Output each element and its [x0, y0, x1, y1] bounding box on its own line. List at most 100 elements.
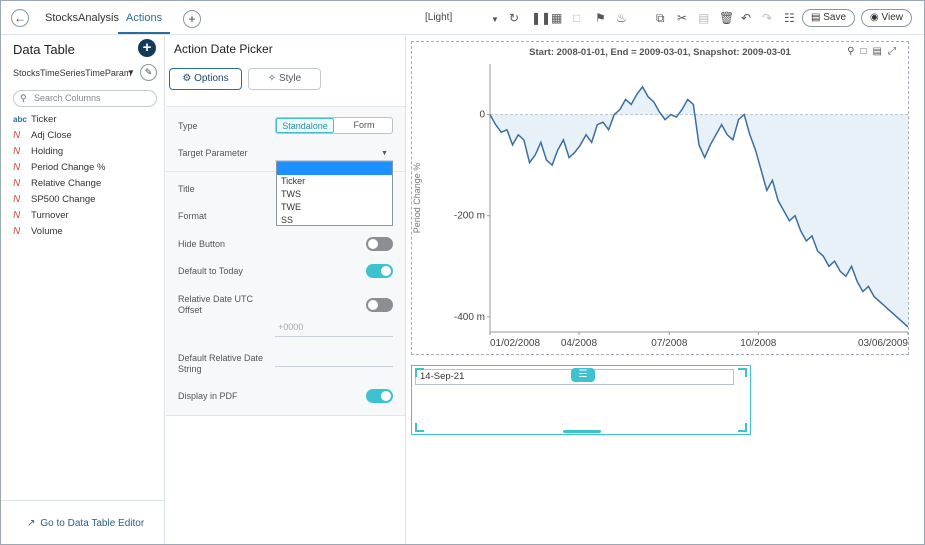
save-label: Save [823, 12, 847, 23]
add-data-table-button[interactable]: + [138, 39, 156, 57]
y-tick-label: 0 [479, 110, 485, 121]
dropdown-option-ss[interactable]: SS [281, 215, 294, 225]
utc-offset-input[interactable]: +0000 [278, 322, 304, 332]
search-icon[interactable]: ⚲ [847, 46, 861, 57]
column-item[interactable]: abc Ticker [13, 112, 105, 128]
back-icon[interactable]: ← [11, 9, 29, 27]
column-name: Turnover [31, 210, 69, 221]
pdf-label: Display in PDF [178, 391, 238, 401]
pause-icon[interactable]: ❚❚ [531, 11, 552, 25]
copy-icon[interactable]: ⧉ [656, 11, 665, 25]
tab-actions[interactable]: Actions [118, 1, 171, 34]
dropdown-option-twe[interactable]: TWE [281, 202, 301, 212]
paste-icon[interactable]: ▤ [698, 11, 710, 25]
utc-offset-toggle[interactable] [366, 298, 393, 312]
expand-icon[interactable]: ⤢ [888, 46, 902, 57]
column-item[interactable]: N Turnover [13, 208, 105, 224]
comment-icon[interactable]: ☷ [784, 11, 795, 25]
cut-icon[interactable]: ✂ [677, 11, 688, 25]
pdf-toggle[interactable] [366, 389, 393, 403]
resize-corner[interactable] [738, 368, 747, 377]
x-tick-label: 07/2008 [651, 338, 688, 349]
line-chart-panel[interactable]: Start: 2008-01-01, End = 2009-03-01, Sna… [411, 41, 909, 355]
resize-corner[interactable] [415, 423, 424, 432]
default-today-toggle[interactable] [366, 264, 393, 278]
dropdown-option-tws[interactable]: TWS [281, 189, 301, 199]
column-name: SP500 Change [31, 194, 96, 205]
panel-title: Data Table [13, 42, 75, 57]
column-list: abc Ticker N Adj Close N Holding N Period Chang… [13, 112, 105, 240]
view-button[interactable]: ◉ View [861, 9, 913, 27]
column-item[interactable]: N Period Change % [13, 160, 105, 176]
calendar-icon[interactable]: ▦ [551, 11, 563, 25]
add-tab-icon[interactable]: + [183, 10, 201, 28]
trash-icon[interactable]: 🗑 [719, 11, 735, 25]
series-line [489, 85, 908, 328]
bell-icon[interactable]: ♨ [616, 11, 627, 25]
bookmark-icon[interactable]: ⚑ [595, 11, 606, 25]
column-item[interactable]: N Volume [13, 224, 105, 240]
type-standalone-option[interactable]: Standalone [276, 118, 334, 133]
utc-offset-label: Relative Date UTC [178, 294, 254, 304]
date-picker-panel[interactable]: 14-Sep-21 ☰ [411, 365, 751, 435]
text-type-icon: abc [13, 115, 27, 124]
numeric-type-icon: N [13, 146, 21, 157]
edit-datasource-button[interactable]: ✎ [140, 64, 157, 81]
target-parameter-select[interactable] [275, 160, 393, 161]
left-footer: ↗ Go to Data Table Editor [1, 500, 164, 544]
save-button[interactable]: ▤ Save [802, 9, 856, 27]
relative-date-label: Default Relative Date [178, 353, 264, 363]
numeric-type-icon: N [13, 130, 21, 141]
column-item[interactable]: N SP500 Change [13, 192, 105, 208]
datasource-select[interactable]: StocksTimeSeriesTimeParam [13, 68, 131, 78]
chevron-down-icon[interactable]: ▼ [127, 68, 135, 77]
brush-icon: ✧ [267, 73, 279, 84]
go-to-editor-link[interactable]: ↗ Go to Data Table Editor [27, 518, 144, 529]
dropdown-option-empty[interactable] [277, 162, 392, 175]
hide-button-toggle[interactable] [366, 237, 393, 251]
chevron-down-icon[interactable]: ▼ [381, 150, 388, 157]
resize-handle[interactable] [563, 430, 601, 433]
chevron-down-icon[interactable]: ▼ [491, 15, 499, 24]
relative-date-label-2: String [178, 364, 202, 374]
panel-title: Action Date Picker [174, 42, 273, 56]
drag-handle-icon[interactable]: ☰ [571, 368, 595, 382]
external-link-icon: ↗ [27, 518, 36, 529]
theme-selector[interactable]: [Light] [425, 12, 453, 23]
column-name: Relative Change [31, 178, 102, 189]
column-name: Volume [31, 226, 63, 237]
column-item[interactable]: N Relative Change [13, 176, 105, 192]
chart-toolbar: ⚲□▤⤢ [847, 46, 902, 57]
redo-icon[interactable]: ↷ [762, 11, 773, 25]
column-name: Period Change % [31, 162, 106, 173]
format-label: Format [178, 211, 207, 221]
dropdown-option-ticker[interactable]: Ticker [281, 176, 306, 186]
column-item[interactable]: N Adj Close [13, 128, 105, 144]
hide-button-label: Hide Button [178, 239, 226, 249]
y-tick-label: -400 m [454, 312, 485, 323]
undo-icon[interactable]: ↶ [741, 11, 752, 25]
type-form-option[interactable]: Form [353, 120, 375, 130]
refresh-icon[interactable]: ↻ [509, 11, 520, 25]
style-label: Style [278, 73, 302, 84]
document-icon[interactable]: □ [573, 11, 581, 25]
x-tick-label: 03/06/2009 [858, 338, 908, 349]
target-parameter-label: Target Parameter [178, 148, 248, 158]
select-icon[interactable]: □ [860, 46, 873, 57]
search-input[interactable]: ⚲ Search Columns [13, 90, 157, 107]
column-name: Holding [31, 146, 64, 157]
x-tick-label: 04/2008 [561, 338, 598, 349]
resize-corner[interactable] [415, 368, 424, 377]
gear-icon: ⚙ [182, 73, 195, 84]
options-button[interactable]: ⚙ Options [169, 68, 242, 90]
chart-svg: 0 -200 m -400 m 01/02/2008 04/2008 07/2008 10/… [412, 64, 908, 349]
relative-date-input[interactable] [275, 366, 393, 367]
action-settings-panel: Action Date Picker ⚙ Options ✧ Style Typ… [166, 36, 406, 544]
tab-dashboard[interactable]: StocksAnalysis [45, 12, 119, 24]
resize-corner[interactable] [738, 423, 747, 432]
area-fill [490, 86, 908, 327]
column-item[interactable]: N Holding [13, 144, 105, 160]
style-button[interactable]: ✧ Style [248, 68, 321, 90]
export-icon[interactable]: ▤ [872, 46, 888, 57]
search-icon: ⚲ [20, 93, 27, 103]
